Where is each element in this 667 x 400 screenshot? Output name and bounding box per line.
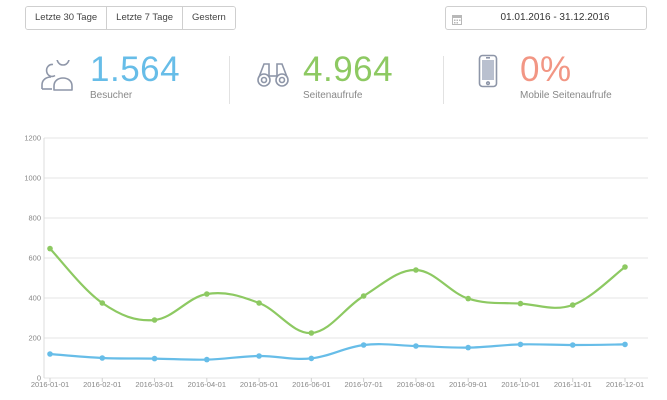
data-point xyxy=(204,291,210,297)
date-range-picker[interactable]: 01.01.2016 - 31.12.2016 xyxy=(445,6,647,30)
y-tick-label: 200 xyxy=(28,334,41,343)
x-tick-label: 2016-01-01 xyxy=(31,380,69,389)
data-point xyxy=(569,302,576,308)
x-tick-label: 2016-11-01 xyxy=(554,380,592,389)
data-point xyxy=(413,343,419,349)
last-7-days-button[interactable]: Letzte 7 Tage xyxy=(106,7,183,29)
stat-pageviews: 4.964 Seitenaufrufe xyxy=(256,50,436,108)
y-tick-label: 1000 xyxy=(24,174,41,183)
data-point xyxy=(413,267,419,273)
data-point xyxy=(47,351,53,357)
data-point xyxy=(465,295,471,302)
calendar-icon xyxy=(452,12,462,30)
data-point xyxy=(622,264,628,270)
data-point xyxy=(204,356,210,363)
x-tick-label: 2016-02-01 xyxy=(83,380,121,389)
y-tick-label: 800 xyxy=(28,214,41,223)
stat-visitors: 1.564 Besucher xyxy=(40,50,210,108)
data-point xyxy=(622,341,628,348)
data-point xyxy=(151,355,158,362)
last-30-days-button[interactable]: Letzte 30 Tage xyxy=(26,7,107,29)
date-range-text: 01.01.2016 - 31.12.2016 xyxy=(500,12,610,23)
y-tick-label: 400 xyxy=(28,294,41,303)
stat-divider xyxy=(443,56,444,104)
data-point xyxy=(256,300,262,306)
visitors-value: 1.564 xyxy=(90,50,181,89)
data-point xyxy=(517,341,524,348)
yesterday-button[interactable]: Gestern xyxy=(182,7,235,29)
x-tick-label: 2016-08-01 xyxy=(397,380,435,389)
x-tick-label: 2016-06-01 xyxy=(292,380,330,389)
x-tick-label: 2016-12-01 xyxy=(606,380,644,389)
users-icon xyxy=(40,51,76,97)
data-point xyxy=(308,330,315,336)
x-tick-label: 2016-04-01 xyxy=(188,380,226,389)
data-point xyxy=(569,342,576,348)
mobile-value: 0% xyxy=(520,50,572,89)
pageviews-label: Seitenaufrufe xyxy=(303,90,363,101)
stat-mobile: 0% Mobile Seitenaufrufe xyxy=(478,50,648,108)
data-point xyxy=(99,300,106,306)
stat-divider xyxy=(229,56,230,104)
data-point xyxy=(517,300,524,307)
data-point xyxy=(99,355,106,361)
binoculars-icon xyxy=(256,60,290,95)
x-tick-label: 2016-05-01 xyxy=(240,380,278,389)
visitors-label: Besucher xyxy=(90,90,133,101)
date-shortcut-group: Letzte 30 Tage Letzte 7 Tage Gestern xyxy=(25,6,236,30)
pageviews-value: 4.964 xyxy=(303,50,394,89)
series-line xyxy=(49,247,626,335)
data-point xyxy=(151,317,158,323)
y-tick-label: 1200 xyxy=(24,134,41,143)
mobile-label: Mobile Seitenaufrufe xyxy=(520,90,612,101)
smartphone-icon xyxy=(478,54,498,93)
data-point xyxy=(465,344,471,351)
x-tick-label: 2016-10-01 xyxy=(501,380,539,389)
data-point xyxy=(47,245,53,252)
pageviews-line-chart: 0 200 400 600 800 1000 1200 2016-01-01 2016-02-0… xyxy=(24,134,648,389)
data-point xyxy=(360,293,367,299)
y-tick-label: 600 xyxy=(28,254,41,263)
data-point xyxy=(360,342,367,348)
x-tick-label: 2016-09-01 xyxy=(449,380,487,389)
y-tick-label: 0 xyxy=(37,374,41,383)
x-tick-label: 2016-07-01 xyxy=(344,380,382,389)
data-point xyxy=(308,355,315,362)
data-point xyxy=(256,353,262,359)
x-tick-label: 2016-03-01 xyxy=(135,380,173,389)
series-line xyxy=(49,343,626,361)
